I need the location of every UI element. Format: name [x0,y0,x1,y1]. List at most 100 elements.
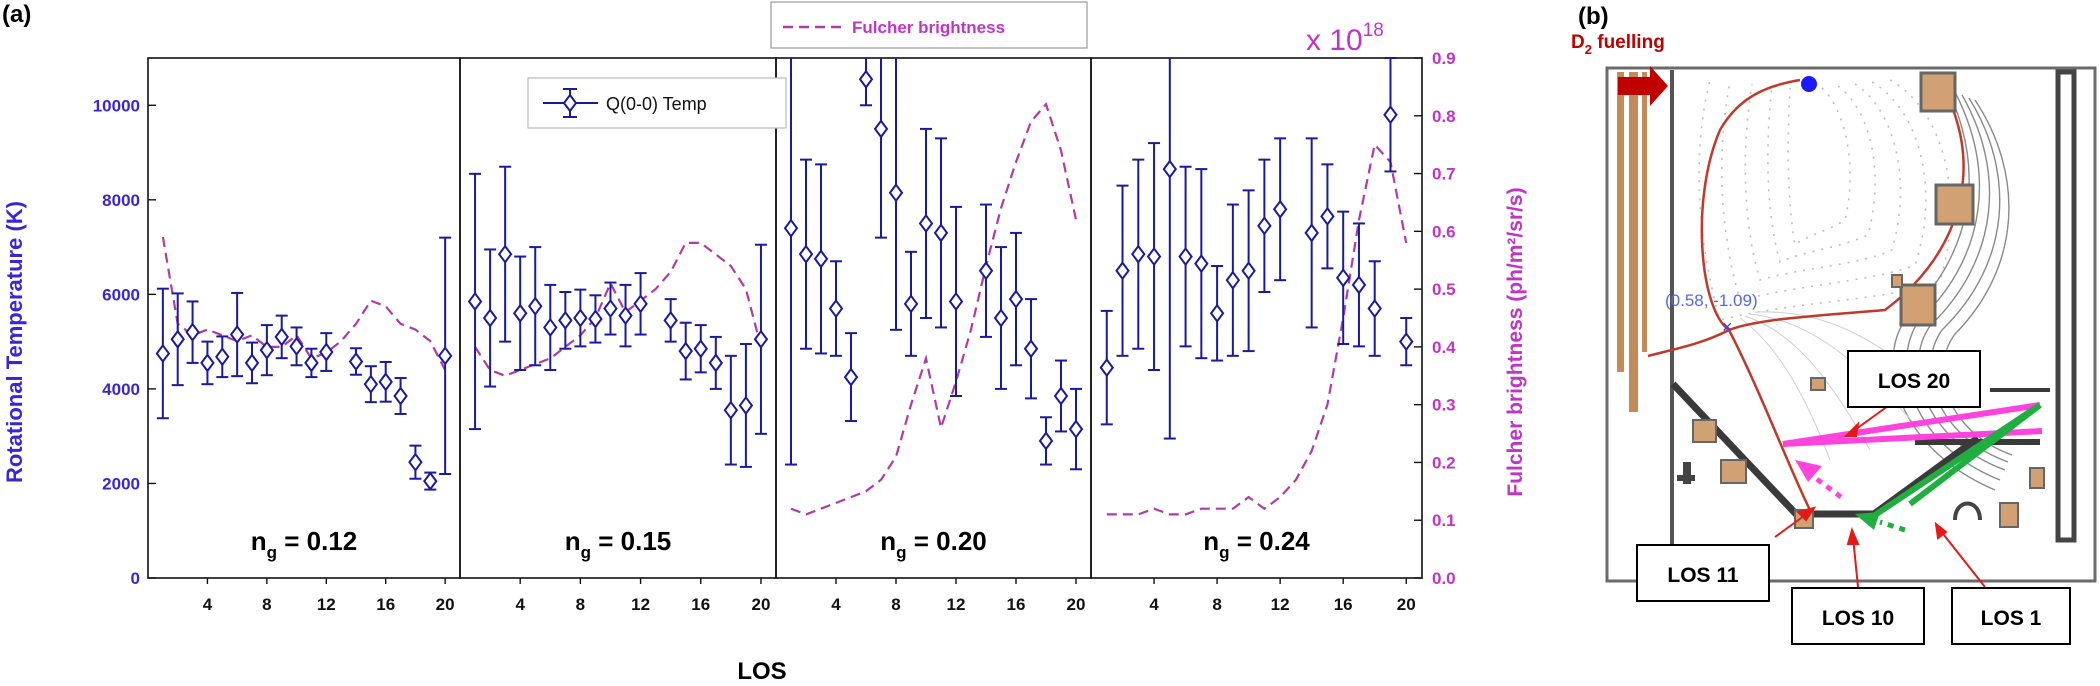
temp-point [274,314,289,360]
panel-a-label: (a) [2,1,31,28]
temp-marker [948,291,964,312]
fulcher-legend-label: Fulcher brightness [852,18,1005,37]
x-tick-label: 16 [691,595,710,614]
temp-marker [1068,419,1084,439]
temp-marker [723,400,739,420]
temp-marker [903,294,919,314]
los1-label: LOS 1 [1981,607,2042,630]
temp-marker [1146,246,1162,267]
temp-point [215,335,230,379]
temp-marker [1023,339,1039,359]
temp-point [363,365,379,404]
temp-point [663,298,678,343]
temp-point [753,243,769,435]
temp-point [1225,203,1241,357]
temp-point [843,332,859,423]
temp-point [1320,163,1335,270]
temp-point [512,255,528,371]
temp-point [1194,168,1209,360]
temp-point [798,158,814,350]
y2-tick-label-4: 0.4 [1432,338,1456,357]
temp-marker [1272,199,1288,219]
temp-marker [978,261,994,281]
subplot-frame-3 [775,57,1092,579]
temp-point [588,294,603,344]
x-tick-label: 16 [376,595,395,614]
temp-point [873,58,889,239]
y-tick-label-0: 0 [131,569,140,588]
los11-box [1636,544,1770,602]
x-tick-label: 20 [751,595,770,614]
temp-point [1398,317,1414,367]
x-tick-label: 12 [317,595,336,614]
temp-point [1367,260,1382,357]
temp-point [783,58,799,466]
temp-point [1304,137,1319,329]
temp-point [858,58,874,107]
x-tick-label: 8 [262,595,271,614]
subplot-2: 4 8 12 16 20 ng = 0.15 [467,165,770,614]
temp-point [393,377,408,415]
temp-point [244,341,260,385]
temp-point [1257,158,1272,293]
y2-tick-label-5: 0.5 [1432,280,1456,299]
subplot-frame-1 [147,57,461,579]
temp-marker [1320,206,1335,227]
temp-marker [1367,298,1382,319]
temp-point [678,321,693,381]
fulcher-series-line [161,236,447,371]
temp-point [1162,58,1178,440]
temp-marker [527,296,543,316]
temp-point [918,127,934,319]
temp-point [229,291,245,378]
temp-marker [633,294,648,314]
temp-point [828,260,844,357]
temp-marker [423,471,438,491]
temp-marker [289,336,304,357]
temp-point [1178,165,1193,348]
temp-point [527,246,543,367]
temp-point [993,246,1009,390]
temp-point [482,248,498,388]
temp-point [1131,158,1146,350]
temp-point [408,444,423,480]
x-axis-title: LOS [737,658,786,685]
x-tick-label: 20 [436,595,455,614]
temp-marker [1383,105,1398,125]
temp-point [813,163,829,355]
coil-small [1891,274,1903,288]
los-green-dashed [1879,519,1906,533]
temp-marker [1225,270,1241,290]
tokamak-schematic: (b) D2 fuelling [1571,3,2097,645]
centre-column-3 [1642,72,1647,352]
x-tick-label: 12 [1271,595,1290,614]
los10-label: LOS 10 [1822,607,1894,630]
hardware-post-base [1677,475,1695,481]
y2-tick-label-1: 0.1 [1432,511,1456,530]
temp-point [1008,231,1024,367]
temp-marker [1209,303,1225,323]
subplot-3: 4 8 12 16 20 ng = 0.20 [783,58,1086,614]
temp-point [1099,309,1115,426]
temp-marker [1131,244,1146,264]
x-tick-label: 16 [1007,595,1026,614]
los-green-2 [1873,402,2042,518]
x-tick-label: 20 [1397,595,1416,614]
temp-marker [244,353,260,373]
outer-wall [2055,69,2077,543]
coil-d6 [2029,467,2045,489]
temp-point [289,326,304,367]
temp-marker [363,374,379,394]
temp-marker [467,291,483,312]
temp-point [633,272,648,336]
temp-marker [798,244,814,264]
temp-marker [828,298,844,319]
temp-marker [155,343,171,364]
y-tick-label-3: 6000 [102,285,140,304]
x-tick-label: 20 [1067,595,1086,614]
temp-marker [482,308,498,328]
coil-p6 [1919,71,1957,113]
temp-marker [678,341,693,361]
coil-d1 [1810,377,1826,391]
